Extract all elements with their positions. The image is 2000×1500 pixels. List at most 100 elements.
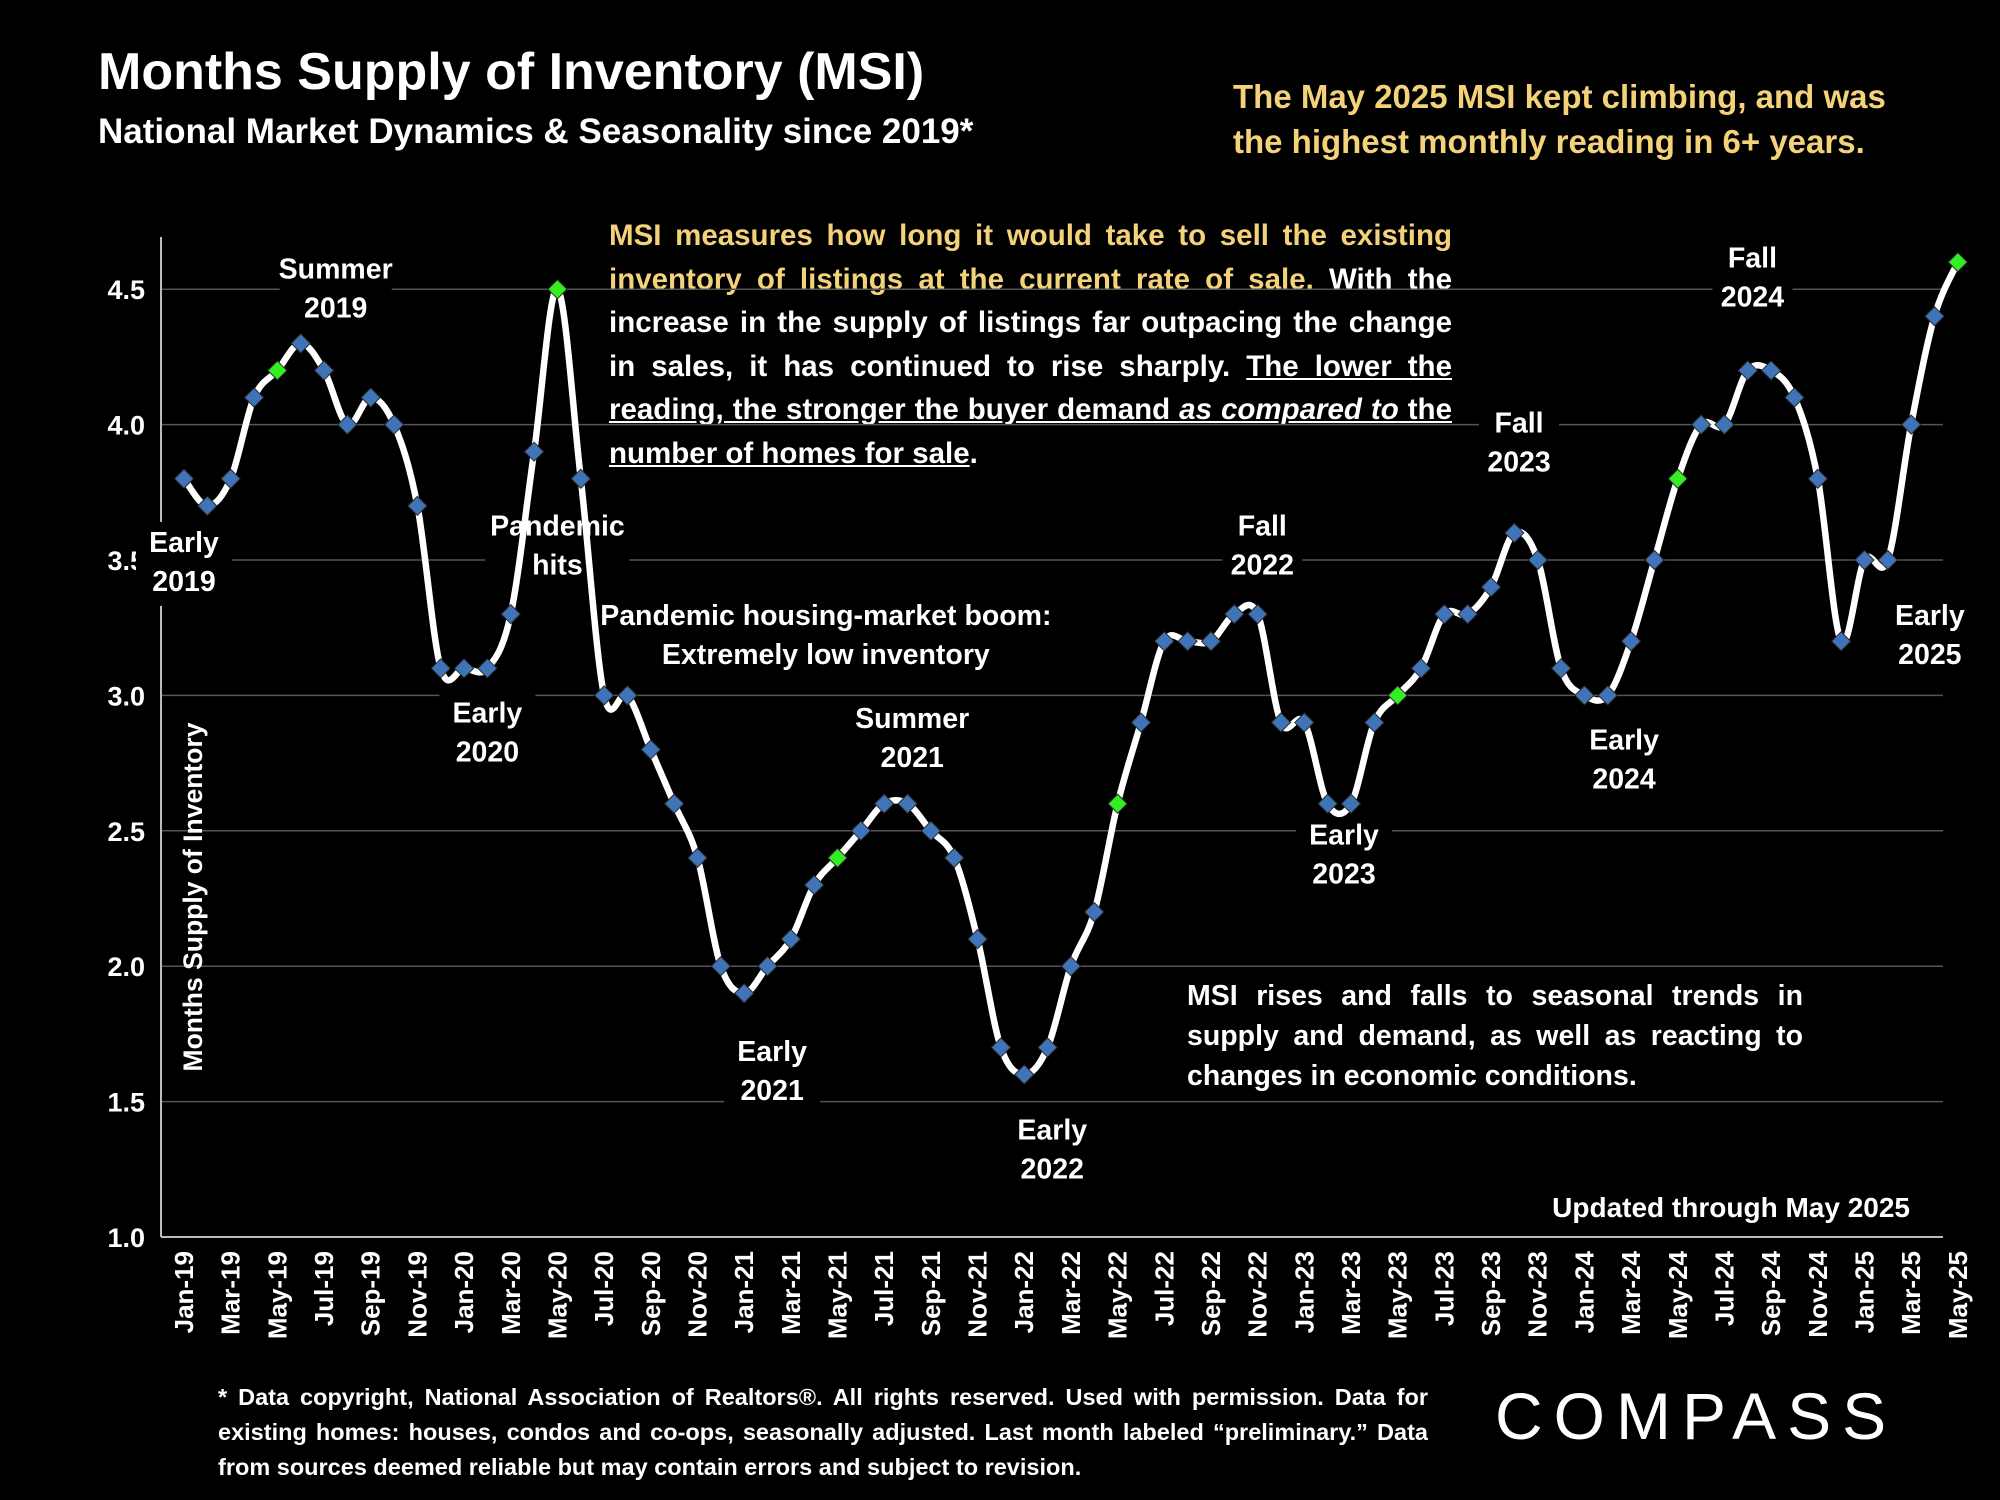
annotation-label: 2023 xyxy=(1487,447,1550,479)
x-tick-label: Sep-20 xyxy=(636,1251,666,1336)
x-tick-label: May-21 xyxy=(823,1251,853,1339)
x-tick-label: Mar-20 xyxy=(496,1251,526,1335)
annotation-background xyxy=(724,1030,821,1115)
annotation-label: Pandemic housing-market boom: xyxy=(600,600,1051,632)
msi-explanation: MSI measures how long it would take to s… xyxy=(609,214,1452,475)
x-tick-label: May-23 xyxy=(1383,1251,1413,1339)
annotation-background xyxy=(439,692,536,777)
data-point xyxy=(477,658,498,679)
y-tick-label: 4.0 xyxy=(107,411,145,441)
x-tick-label: Jan-22 xyxy=(1009,1251,1039,1333)
data-point xyxy=(1854,549,1875,571)
annotation-label: 2022 xyxy=(1231,550,1294,582)
x-tick-label: Sep-21 xyxy=(916,1251,946,1336)
x-tick-label: Mar-24 xyxy=(1616,1250,1646,1334)
annotation-background xyxy=(1576,719,1673,804)
explanation-body: With the increase in the supply of listi… xyxy=(609,262,1452,383)
x-tick-label: Jan-20 xyxy=(449,1251,479,1333)
y-tick-label: 2.0 xyxy=(107,952,145,982)
x-tick-label: Nov-22 xyxy=(1243,1251,1273,1338)
data-point xyxy=(173,468,195,489)
x-tick-label: Nov-24 xyxy=(1803,1250,1833,1337)
data-point xyxy=(197,495,218,517)
x-tick-label: Jul-23 xyxy=(1429,1251,1459,1326)
annotation-label: 2024 xyxy=(1721,282,1785,314)
annotation-background xyxy=(585,594,1066,679)
x-tick-label: Jul-19 xyxy=(309,1251,339,1326)
explanation-highlight: MSI measures how long it would take to s… xyxy=(609,219,1452,296)
axes xyxy=(160,237,1943,1238)
annotation-label: Early xyxy=(1017,1115,1087,1147)
annotation-label: Summer xyxy=(279,253,393,285)
x-tick-label: Sep-23 xyxy=(1476,1251,1506,1336)
x-tick-label: May-25 xyxy=(1943,1251,1973,1339)
data-point xyxy=(1247,603,1268,625)
x-tick-label: Jul-24 xyxy=(1709,1250,1739,1326)
y-tick-labels: 1.01.52.02.53.03.54.04.5 xyxy=(107,275,145,1253)
page-title: Months Supply of Inventory (MSI) xyxy=(98,43,925,101)
data-point xyxy=(803,874,825,896)
gridlines xyxy=(161,288,1943,1103)
annotation-label: 2023 xyxy=(1312,858,1375,890)
page-subtitle: National Market Dynamics & Seasonality s… xyxy=(98,112,974,151)
data-point xyxy=(757,955,778,977)
data-point xyxy=(687,847,708,869)
data-point xyxy=(1620,631,1642,652)
data-point xyxy=(1574,685,1595,706)
data-point xyxy=(383,414,405,435)
data-point xyxy=(1737,360,1758,381)
data-point xyxy=(967,928,988,950)
x-tick-label: Mar-22 xyxy=(1056,1251,1086,1335)
data-point xyxy=(1270,712,1292,733)
annotation-background xyxy=(1004,1109,1101,1194)
data-point xyxy=(1154,631,1175,652)
annotation-background xyxy=(485,505,630,590)
annotation-label: Fall xyxy=(1728,243,1777,275)
y-tick-label: 3.0 xyxy=(107,681,145,711)
data-point xyxy=(640,739,662,760)
x-tick-label: Jul-20 xyxy=(589,1251,619,1326)
x-tick-label: Mar-23 xyxy=(1336,1251,1366,1335)
data-point xyxy=(1900,414,1922,435)
x-tick-label: Sep-22 xyxy=(1196,1251,1226,1336)
data-point xyxy=(1597,685,1618,706)
highlighted-data-point xyxy=(1947,251,1969,273)
explanation-underlined: The lower the reading, the stronger the … xyxy=(609,350,1452,470)
annotation-label: Early xyxy=(737,1036,807,1068)
annotation-labels: Early 2019 Summer 2019 Early 2020 Pandemic hits… xyxy=(136,237,1978,1194)
data-point xyxy=(617,685,638,706)
annotation-background xyxy=(1712,237,1793,322)
x-tick-label: Nov-21 xyxy=(963,1251,993,1338)
data-point xyxy=(1037,1037,1058,1058)
annotation-label: Early xyxy=(149,527,219,559)
data-point xyxy=(523,441,545,462)
data-point xyxy=(290,333,311,354)
seasonal-note: MSI rises and falls to seasonal trends i… xyxy=(1187,980,1803,1092)
annotation-background xyxy=(1881,594,1978,679)
x-tick-labels: Jan-19 Mar-19 May-19 Jul-19 Sep-19 Nov-19 Jan-… xyxy=(169,1250,1973,1339)
x-tick-label: Jul-22 xyxy=(1149,1251,1179,1326)
y-tick-label: 1.0 xyxy=(107,1223,145,1253)
annotation-label: Early xyxy=(1589,725,1659,757)
data-point xyxy=(920,820,942,842)
data-point xyxy=(873,793,895,814)
data-point xyxy=(1200,631,1222,652)
data-point xyxy=(453,658,475,679)
data-point xyxy=(407,495,428,517)
updated-note: Updated through May 2025 xyxy=(1552,1192,1910,1223)
data-point xyxy=(1294,712,1315,733)
annotation-background xyxy=(1222,505,1303,590)
x-tick-label: Sep-19 xyxy=(356,1251,386,1336)
data-point xyxy=(944,847,965,869)
data-point xyxy=(1410,658,1432,679)
data-point xyxy=(1877,549,1899,571)
annotation-label: hits xyxy=(532,550,583,582)
x-tick-label: Jan-23 xyxy=(1289,1251,1319,1333)
highlighted-data-point xyxy=(827,847,848,869)
y-tick-label: 4.5 xyxy=(107,275,145,305)
annotation-label: 2025 xyxy=(1898,639,1962,671)
data-point xyxy=(500,603,521,625)
data-point xyxy=(1690,414,1712,435)
data-point xyxy=(593,685,615,706)
data-point xyxy=(780,928,802,950)
